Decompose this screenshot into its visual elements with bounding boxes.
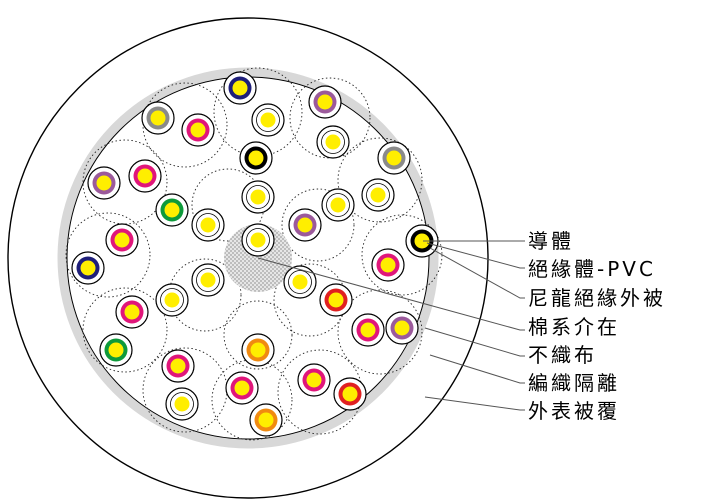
wire-conductor <box>386 150 402 166</box>
wire <box>99 333 133 367</box>
wire-conductor <box>325 134 341 150</box>
wire-conductor <box>234 380 250 396</box>
leader-line-cotton-filler <box>257 257 525 331</box>
wire-conductor <box>190 122 206 138</box>
wire <box>239 141 273 175</box>
bundle-outline <box>142 82 228 168</box>
wire-conductor <box>174 396 190 412</box>
wire <box>105 223 139 257</box>
wire <box>155 193 189 227</box>
leader-line-braid-shield <box>429 354 525 384</box>
wire-conductor <box>248 150 264 166</box>
wire-conductor <box>360 322 376 338</box>
wire-conductor <box>292 274 308 290</box>
wire <box>249 403 283 437</box>
bundle-outline <box>223 300 293 370</box>
bundle-outline <box>289 77 371 159</box>
label-nylon-jacket: 尼龍絕緣外被 <box>528 286 666 310</box>
label-cotton-filler: 棉系介在 <box>528 315 620 339</box>
label-braid-shield: 編織隔離 <box>528 371 620 395</box>
wire <box>241 180 275 214</box>
wire <box>361 178 395 212</box>
wire-conductor <box>108 342 124 358</box>
wire <box>115 295 149 329</box>
wire-conductor <box>250 342 266 358</box>
label-conductor: 導體 <box>528 229 574 253</box>
wires-group <box>71 71 439 437</box>
label-insulation: 絕緣體-PVC <box>528 257 656 281</box>
wire <box>377 141 411 175</box>
wire <box>251 103 285 137</box>
wire-conductor <box>342 386 358 402</box>
wire <box>241 223 275 257</box>
wire-conductor <box>306 372 322 388</box>
wire <box>71 251 105 285</box>
wire <box>297 363 331 397</box>
wire <box>288 208 322 242</box>
wire <box>283 265 317 299</box>
wire-conductor <box>260 112 276 128</box>
wire-conductor <box>164 292 180 308</box>
leader-line-nylon-jacket <box>429 247 525 299</box>
wire-conductor <box>80 260 96 276</box>
bundle-outline <box>281 188 355 262</box>
wire <box>321 188 355 222</box>
wire-conductor <box>414 233 430 249</box>
wire-conductor <box>200 217 216 233</box>
wire-conductor <box>250 232 266 248</box>
wire-conductor <box>200 272 216 288</box>
wire <box>333 377 367 411</box>
wire <box>161 349 195 383</box>
wire <box>155 283 189 317</box>
wire-conductor <box>164 202 180 218</box>
bundle-outline <box>337 289 423 375</box>
leader-line-outer-sheath <box>424 396 525 411</box>
wire <box>385 311 419 345</box>
wire <box>181 113 215 147</box>
wire-conductor <box>96 175 112 191</box>
wire-conductor <box>150 110 166 126</box>
wire <box>371 248 405 282</box>
wire-conductor <box>317 94 333 110</box>
bundle-outline <box>82 139 168 225</box>
bundle-outline <box>65 212 151 298</box>
wire <box>223 71 257 105</box>
leader-line-nonwoven <box>424 327 525 357</box>
wire <box>225 371 259 405</box>
label-outer-sheath: 外表被覆 <box>528 399 620 423</box>
wire <box>351 313 385 347</box>
wire-conductor <box>170 358 186 374</box>
wire <box>128 159 162 193</box>
wire <box>87 166 121 200</box>
wire-conductor <box>328 292 344 308</box>
wire-conductor <box>137 168 153 184</box>
wire-conductor <box>250 189 266 205</box>
wire-conductor <box>124 304 140 320</box>
wire <box>191 208 225 242</box>
wire <box>308 85 342 119</box>
wire-conductor <box>258 412 274 428</box>
wire-conductor <box>232 80 248 96</box>
leader-line-insulation <box>426 242 525 269</box>
bundle-outline <box>82 287 168 373</box>
wire <box>191 263 225 297</box>
wire-conductor <box>394 320 410 336</box>
bundle-outline <box>337 137 423 223</box>
wire-conductor <box>370 187 386 203</box>
wire-conductor <box>380 257 396 273</box>
wire <box>241 333 275 367</box>
wire-conductor <box>114 232 130 248</box>
wire-conductor <box>297 217 313 233</box>
wire <box>405 224 439 258</box>
label-nonwoven: 不織布 <box>528 343 597 367</box>
wire-conductor <box>330 197 346 213</box>
wire <box>316 125 350 159</box>
wire <box>319 283 353 317</box>
wire <box>165 387 199 421</box>
wire <box>141 101 175 135</box>
leader-lines <box>257 240 525 411</box>
